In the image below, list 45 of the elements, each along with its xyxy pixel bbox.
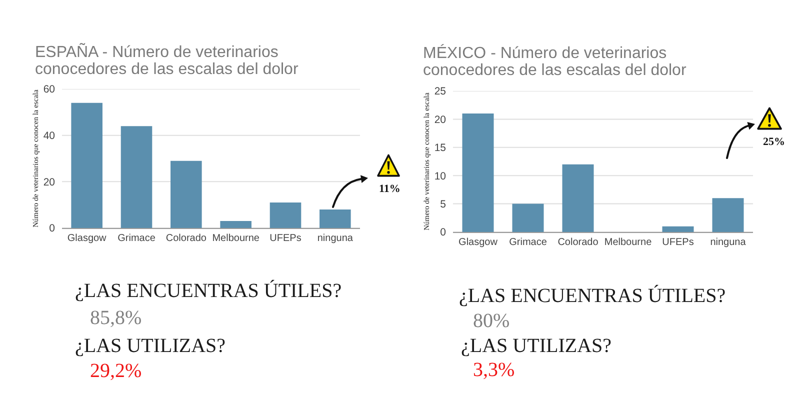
text: 11% <box>379 183 400 195</box>
chart-title: ESPAÑA - Número de veterinarios conocedores de las escalas del dolor <box>35 44 300 78</box>
text: ¿LAS UTILIZAS? <box>75 335 226 357</box>
bar <box>562 164 594 232</box>
bar <box>270 202 302 228</box>
text: 29,2% <box>90 360 142 382</box>
text: 80% <box>473 310 510 332</box>
y-tick-label: 10 <box>434 170 446 182</box>
x-tick-label: Colorado <box>558 237 599 248</box>
text: ¿LAS UTILIZAS? <box>461 335 612 357</box>
x-tick-label: UFEPs <box>270 233 302 244</box>
bar <box>220 221 252 228</box>
y-tick-label: 20 <box>43 176 56 188</box>
y-tick-label: 20 <box>434 114 446 126</box>
chart-title: MÉXICO - Número de veterinarios conocedores de las escalas del dolor <box>423 45 688 79</box>
bar <box>120 126 152 228</box>
bar <box>71 102 102 228</box>
bar <box>462 114 494 232</box>
y-tick-label: 40 <box>43 130 56 142</box>
x-tick-label: Grimace <box>509 237 548 248</box>
x-tick-label: Glasgow <box>458 237 498 248</box>
x-tick-label: Colorado <box>166 233 207 244</box>
text: 3,3% <box>473 359 515 381</box>
text: ¿LAS ENCUENTRAS ÚTILES? <box>459 284 726 307</box>
y-tick-label: 0 <box>49 222 56 235</box>
bar <box>320 209 351 228</box>
y-tick-label: 0 <box>440 226 446 239</box>
y-tick-label: 15 <box>434 142 446 154</box>
x-tick-label: Melbourne <box>212 233 260 244</box>
bar <box>712 198 744 232</box>
bar <box>662 226 694 232</box>
x-tick-label: ninguna <box>710 237 746 248</box>
text: 25% <box>763 136 785 148</box>
y-tick-label: 5 <box>440 198 446 210</box>
x-tick-label: ninguna <box>317 233 354 244</box>
x-tick-label: UFEPs <box>662 237 694 248</box>
y-tick-label: 25 <box>434 86 446 98</box>
y-tick-label: 60 <box>43 84 56 96</box>
text: ¿LAS ENCUENTRAS ÚTILES? <box>75 279 342 302</box>
x-tick-label: Glasgow <box>67 233 108 244</box>
x-tick-label: Melbourne <box>604 237 652 248</box>
bar <box>512 204 544 232</box>
text: 85,8% <box>90 307 142 329</box>
x-tick-label: Grimace <box>118 233 156 244</box>
bar <box>170 160 202 228</box>
